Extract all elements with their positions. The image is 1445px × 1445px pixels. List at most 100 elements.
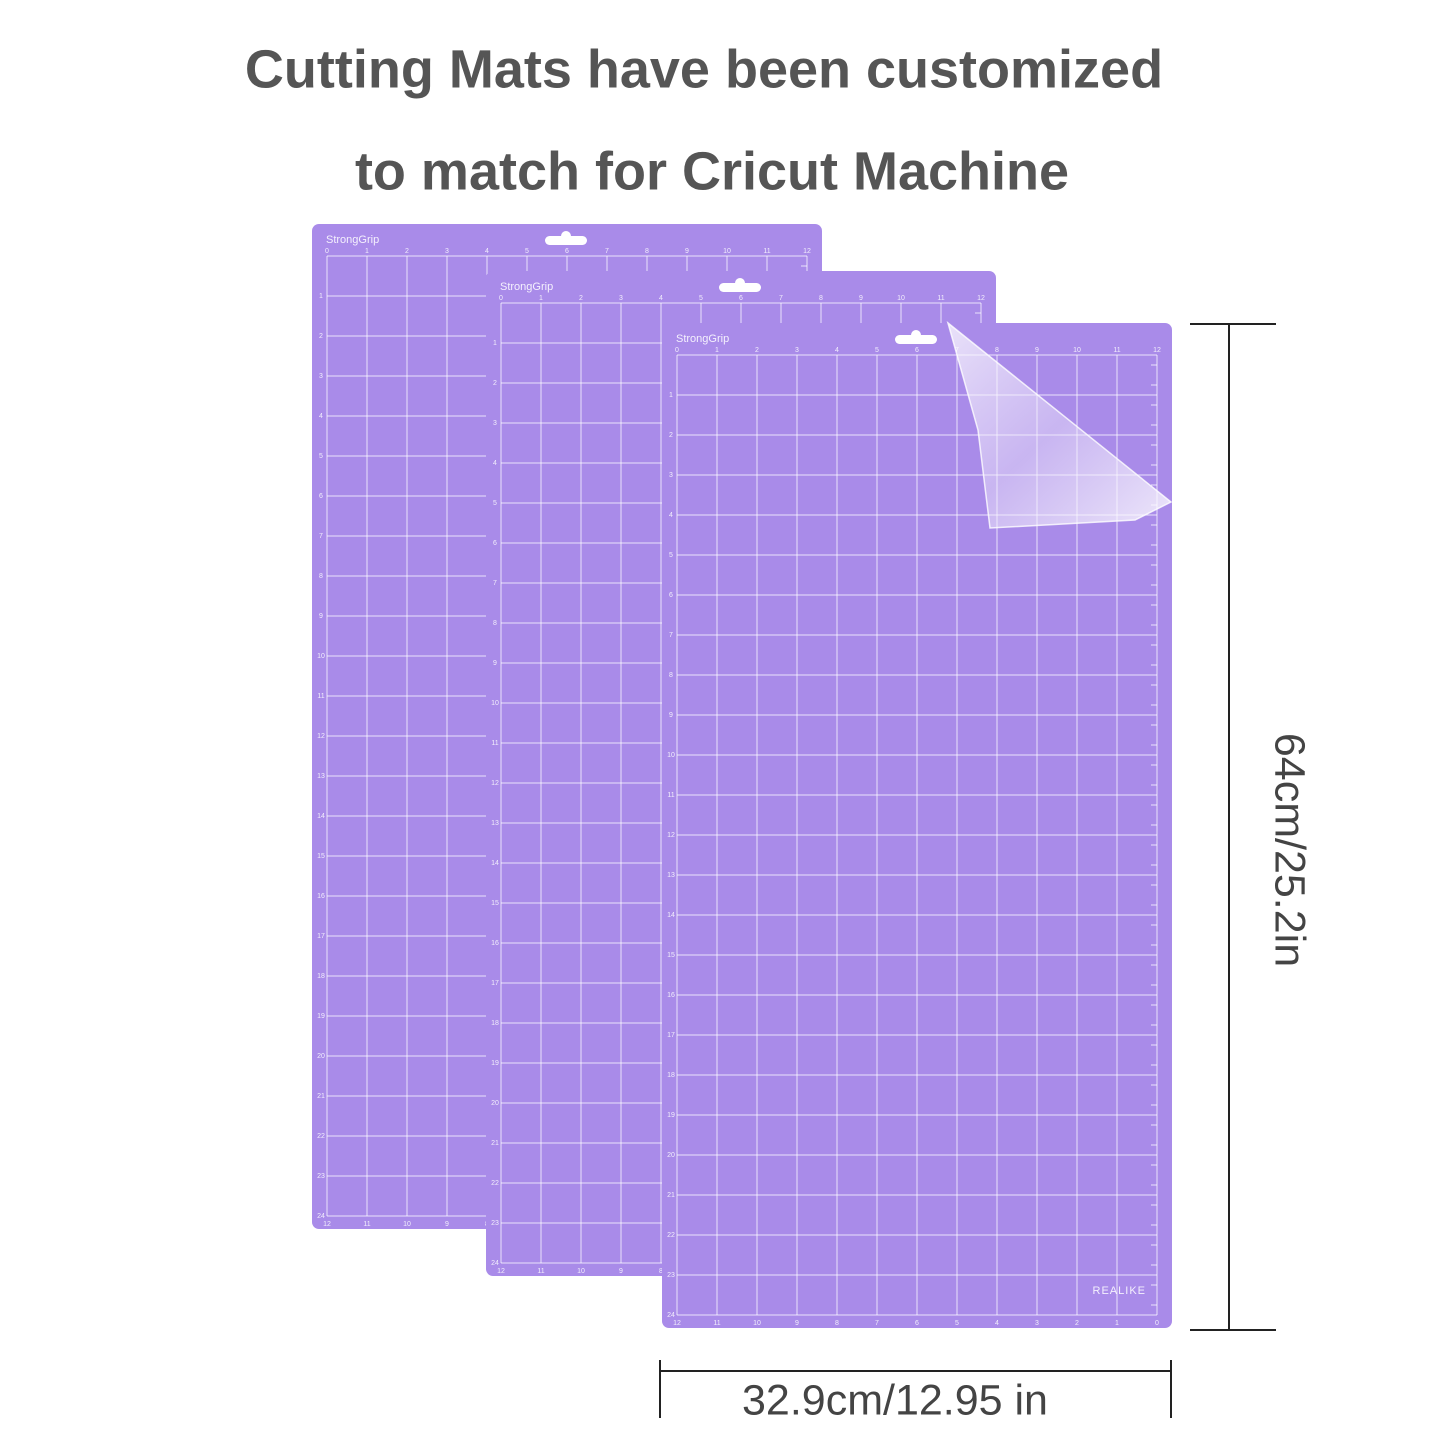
ruler-number: 8 xyxy=(645,248,649,255)
ruler-number: 4 xyxy=(659,295,663,302)
ruler-number: 10 xyxy=(723,248,731,255)
width-dimension xyxy=(659,1360,1172,1418)
mat-brand: REALIKE xyxy=(1093,1285,1146,1297)
ruler-number: 5 xyxy=(875,347,879,354)
ruler-number: 16 xyxy=(491,940,499,947)
ruler-number: 19 xyxy=(491,1060,499,1067)
ruler-number: 4 xyxy=(669,512,673,519)
ruler-number: 10 xyxy=(317,653,325,660)
ruler-number: 6 xyxy=(565,248,569,255)
ruler-number: 9 xyxy=(795,1320,799,1327)
ruler-number: 20 xyxy=(491,1100,499,1107)
ruler-number: 11 xyxy=(763,248,770,255)
ruler-number: 20 xyxy=(317,1053,325,1060)
ruler-number: 3 xyxy=(319,373,323,380)
ruler-number: 8 xyxy=(819,295,823,302)
ruler-number: 9 xyxy=(1035,347,1039,354)
ruler-number: 12 xyxy=(667,832,675,839)
ruler-number: 23 xyxy=(667,1272,675,1279)
ruler-number: 3 xyxy=(795,347,799,354)
ruler-number: 11 xyxy=(667,792,674,799)
ruler-number: 7 xyxy=(779,295,783,302)
ruler-number: 2 xyxy=(319,333,323,340)
ruler-number: 9 xyxy=(319,613,323,620)
peeling-film xyxy=(946,320,1173,529)
ruler-number: 5 xyxy=(493,500,497,507)
ruler-number: 8 xyxy=(493,620,497,627)
ruler-number: 9 xyxy=(445,1221,449,1228)
ruler-number: 0 xyxy=(325,248,329,255)
ruler-number: 3 xyxy=(493,420,497,427)
ruler-number: 15 xyxy=(491,900,499,907)
mat-hang-hole xyxy=(911,330,921,340)
ruler-number: 1 xyxy=(365,248,369,255)
ruler-number: 11 xyxy=(713,1320,720,1327)
title-line: Cutting Mats have been customized xyxy=(245,39,1163,99)
ruler-number: 1 xyxy=(539,295,543,302)
ruler-number: 11 xyxy=(937,295,944,302)
ruler-number: 10 xyxy=(491,700,499,707)
ruler-number: 12 xyxy=(977,295,985,302)
ruler-number: 8 xyxy=(995,347,999,354)
ruler-number: 17 xyxy=(667,1032,675,1039)
ruler-number: 24 xyxy=(491,1260,499,1267)
ruler-number: 7 xyxy=(319,533,323,540)
ruler-number: 11 xyxy=(537,1268,544,1275)
ruler-number: 7 xyxy=(669,632,673,639)
ruler-number: 2 xyxy=(579,295,583,302)
mat-grid xyxy=(676,354,1158,1316)
ruler-number: 10 xyxy=(1073,347,1081,354)
ruler-number: 6 xyxy=(915,347,919,354)
ruler-number: 10 xyxy=(753,1320,761,1327)
ruler-number: 12 xyxy=(673,1320,681,1327)
mat-hang-hole xyxy=(561,231,571,241)
ruler-number: 14 xyxy=(667,912,675,919)
ruler-number: 9 xyxy=(619,1268,623,1275)
ruler-number: 5 xyxy=(699,295,703,302)
ruler-number: 15 xyxy=(667,952,675,959)
ruler-number: 12 xyxy=(323,1221,331,1228)
mat-label: StrongGrip xyxy=(500,281,553,293)
ruler-number: 13 xyxy=(317,773,325,780)
ruler-number: 1 xyxy=(715,347,719,354)
ruler-number: 5 xyxy=(319,453,323,460)
ruler-number: 13 xyxy=(667,872,675,879)
ruler-number: 10 xyxy=(403,1221,411,1228)
ruler-number: 12 xyxy=(803,248,811,255)
ruler-number: 8 xyxy=(319,573,323,580)
ruler-number: 10 xyxy=(897,295,905,302)
ruler-number: 19 xyxy=(667,1112,675,1119)
ruler-number: 0 xyxy=(499,295,503,302)
ruler-number: 2 xyxy=(405,248,409,255)
ruler-number: 3 xyxy=(619,295,623,302)
ruler-number: 17 xyxy=(491,980,499,987)
ruler-number: 1 xyxy=(493,340,497,347)
title-line: to match for Cricut Machine xyxy=(355,141,1069,201)
ruler-number: 12 xyxy=(491,780,499,787)
ruler-number: 23 xyxy=(491,1220,499,1227)
ruler-number: 10 xyxy=(667,752,675,759)
ruler-number: 16 xyxy=(667,992,675,999)
ruler-number: 13 xyxy=(491,820,499,827)
ruler-number: 9 xyxy=(685,248,689,255)
ruler-number: 1 xyxy=(1115,1320,1119,1327)
ruler-number: 4 xyxy=(493,460,497,467)
ruler-number: 5 xyxy=(669,552,673,559)
ruler-number: 9 xyxy=(493,660,497,667)
ruler-number: 4 xyxy=(485,248,489,255)
ruler-number: 19 xyxy=(317,1013,325,1020)
ruler-number: 15 xyxy=(317,853,325,860)
ruler-number: 23 xyxy=(317,1173,325,1180)
ruler-number: 9 xyxy=(859,295,863,302)
ruler-number: 14 xyxy=(491,860,499,867)
ruler-number: 6 xyxy=(493,540,497,547)
ruler-number: 12 xyxy=(1153,347,1161,354)
ruler-number: 9 xyxy=(669,712,673,719)
ruler-number: 0 xyxy=(675,347,679,354)
ruler-number: 2 xyxy=(1075,1320,1079,1327)
ruler-number: 5 xyxy=(955,1320,959,1327)
ruler-number: 21 xyxy=(317,1093,325,1100)
ruler-number: 18 xyxy=(317,973,325,980)
ruler-number: 10 xyxy=(577,1268,585,1275)
ruler-number: 11 xyxy=(363,1221,370,1228)
